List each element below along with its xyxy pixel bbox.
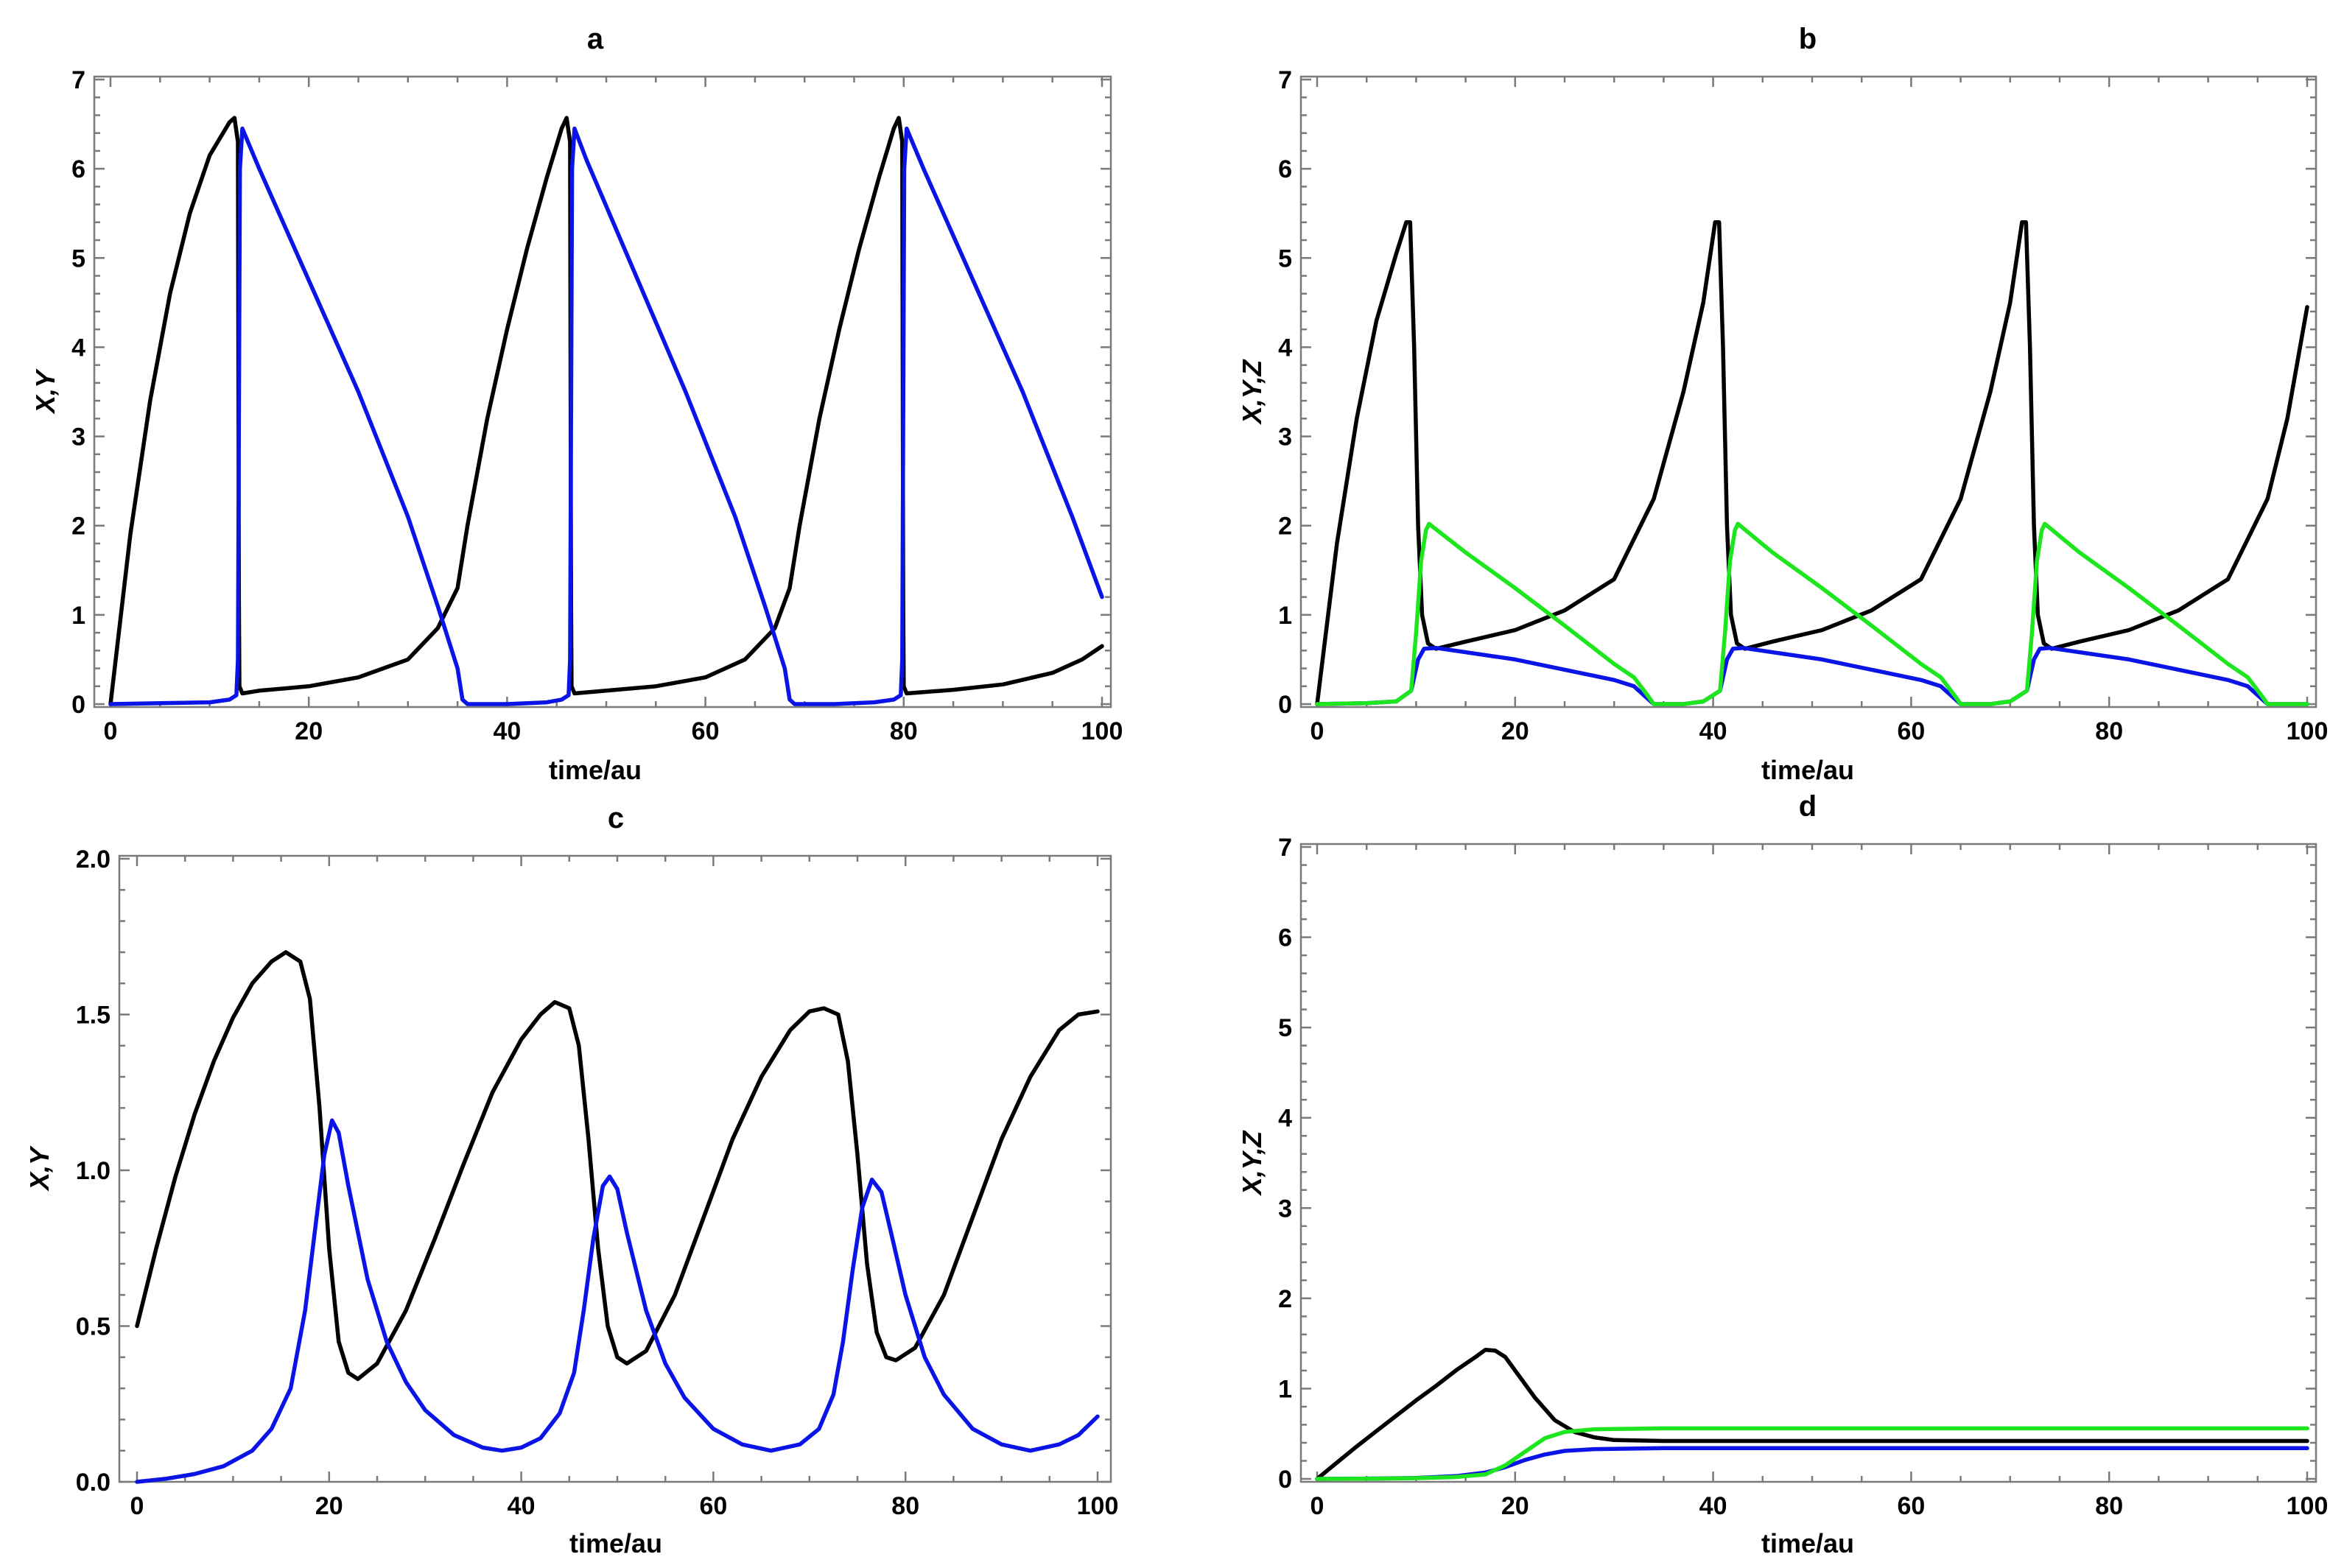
- x-tick-label: 80: [891, 1492, 919, 1520]
- x-tick-label: 40: [1699, 717, 1727, 745]
- y-tick-label: 0.5: [76, 1313, 110, 1341]
- plot-frame: [118, 854, 1112, 1483]
- y-tick-label: 4: [1278, 1105, 1292, 1133]
- x-axis-label: time/au: [1761, 1528, 1854, 1558]
- x-axis-label: time/au: [549, 755, 642, 785]
- panel-title: d: [1799, 790, 1817, 823]
- x-tick-label: 0: [1310, 717, 1324, 745]
- y-axis-label: X,Y: [24, 1145, 55, 1192]
- y-tick-label: 2: [71, 513, 85, 541]
- panel-d: d 0 20 40 60 80 100 0 1 2 3 4 5 6 7 time/au X,Y,Z: [1237, 790, 2328, 1558]
- x-tick-label: 20: [1501, 1492, 1529, 1520]
- y-axis: 0 1 2 3 4 5 6 7: [1278, 66, 2316, 719]
- y-tick-label: 2: [1278, 1285, 1292, 1313]
- y-tick-label: 2: [1278, 513, 1292, 541]
- y-axis: 0.0 0.5 1.0 1.5 2.0: [76, 845, 1111, 1497]
- x-tick-label: 60: [1897, 1492, 1925, 1520]
- y-tick-label: 5: [71, 245, 85, 273]
- x-tick-label: 20: [295, 717, 323, 745]
- x-tick-label: 20: [1501, 717, 1529, 745]
- plot-frame: [93, 75, 1112, 709]
- y-axis: 0 1 2 3 4 5 6 7: [71, 66, 1111, 719]
- y-tick-label: 7: [71, 66, 85, 94]
- y-tick-label: 0: [1278, 1466, 1292, 1494]
- x-axis: 0 20 40 60 80 100: [130, 856, 1119, 1520]
- y-tick-label: 1.5: [76, 1002, 110, 1030]
- series-group: [108, 116, 1104, 706]
- x-tick-label: 80: [2095, 1492, 2123, 1520]
- y-tick-label: 6: [1278, 155, 1292, 183]
- y-tick-label: 2.0: [76, 845, 110, 873]
- x-tick-label: 60: [692, 717, 720, 745]
- panel-c: c 0 20 40 60 80 100 0.0 0.5 1.0 1.5 2.0 time/au X…: [24, 802, 1118, 1558]
- x-tick-label: 40: [1699, 1492, 1727, 1520]
- x-tick-label: 40: [508, 1492, 536, 1520]
- y-tick-label: 3: [1278, 1195, 1292, 1223]
- series-group: [135, 950, 1100, 1484]
- x-tick-label: 60: [1897, 717, 1925, 745]
- x-tick-label: 40: [493, 717, 521, 745]
- series-x-line: [1315, 220, 2309, 706]
- x-tick-label: 60: [699, 1492, 727, 1520]
- series-group: [1315, 220, 2309, 706]
- x-tick-label: 100: [2287, 1492, 2329, 1520]
- y-axis-label: X,Y,Z: [1237, 1130, 1267, 1197]
- x-tick-label: 80: [2095, 717, 2123, 745]
- y-tick-label: 6: [1278, 924, 1292, 952]
- y-axis: 0 1 2 3 4 5 6 7: [1278, 834, 2316, 1494]
- x-tick-label: 100: [1081, 717, 1123, 745]
- series-z-line: [1315, 1426, 2309, 1481]
- y-tick-label: 5: [1278, 245, 1292, 273]
- y-tick-label: 1: [71, 602, 85, 630]
- panel-title: b: [1799, 23, 1817, 55]
- y-tick-label: 6: [71, 155, 85, 183]
- series-x-line: [1315, 1347, 2309, 1481]
- y-axis-label: X,Y,Z: [1237, 359, 1267, 426]
- y-tick-label: 7: [1278, 834, 1292, 862]
- y-tick-label: 7: [1278, 66, 1292, 94]
- x-tick-label: 0: [130, 1492, 144, 1520]
- y-tick-label: 4: [1278, 334, 1292, 362]
- x-axis-label: time/au: [569, 1528, 662, 1558]
- y-tick-label: 4: [71, 334, 85, 362]
- x-axis-label: time/au: [1761, 755, 1854, 785]
- x-axis: 0 20 40 60 80 100: [104, 77, 1123, 745]
- series-x-line: [135, 950, 1100, 1382]
- y-tick-label: 3: [1278, 423, 1292, 451]
- y-axis-label: X,Y: [30, 368, 60, 415]
- panel-title: a: [587, 23, 604, 55]
- x-axis: 0 20 40 60 80 100: [1310, 844, 2329, 1520]
- x-tick-label: 100: [1077, 1492, 1119, 1520]
- panel-title: c: [608, 802, 624, 834]
- plot-frame: [1299, 843, 2317, 1483]
- y-tick-label: 3: [71, 423, 85, 451]
- series-y-line: [1315, 645, 2309, 706]
- x-tick-label: 0: [1310, 1492, 1324, 1520]
- x-axis: 0 20 40 60 80 100: [1310, 77, 2329, 745]
- x-tick-label: 0: [104, 717, 118, 745]
- x-tick-label: 20: [315, 1492, 343, 1520]
- panel-a: a 0 20 40 60 80 100 0 1 2 3 4 5 6 7 time/au X,Y: [30, 23, 1123, 785]
- y-tick-label: 5: [1278, 1014, 1292, 1042]
- y-tick-label: 0: [71, 691, 85, 719]
- y-tick-label: 1: [1278, 1375, 1292, 1403]
- y-tick-label: 1.0: [76, 1157, 110, 1185]
- plot-frame: [1299, 75, 2317, 709]
- series-y-line: [108, 126, 1104, 706]
- y-tick-label: 1: [1278, 602, 1292, 630]
- panel-b: b 0 20 40 60 80 100 0 1 2 3 4 5 6 7 time/au X,Y,Z: [1237, 23, 2328, 785]
- y-tick-label: 0: [1278, 691, 1292, 719]
- series-y-line: [135, 1118, 1100, 1484]
- y-tick-label: 0.0: [76, 1469, 110, 1497]
- series-z-line: [1315, 521, 2309, 706]
- x-tick-label: 100: [2287, 717, 2329, 745]
- x-tick-label: 80: [890, 717, 918, 745]
- series-group: [1315, 1347, 2309, 1481]
